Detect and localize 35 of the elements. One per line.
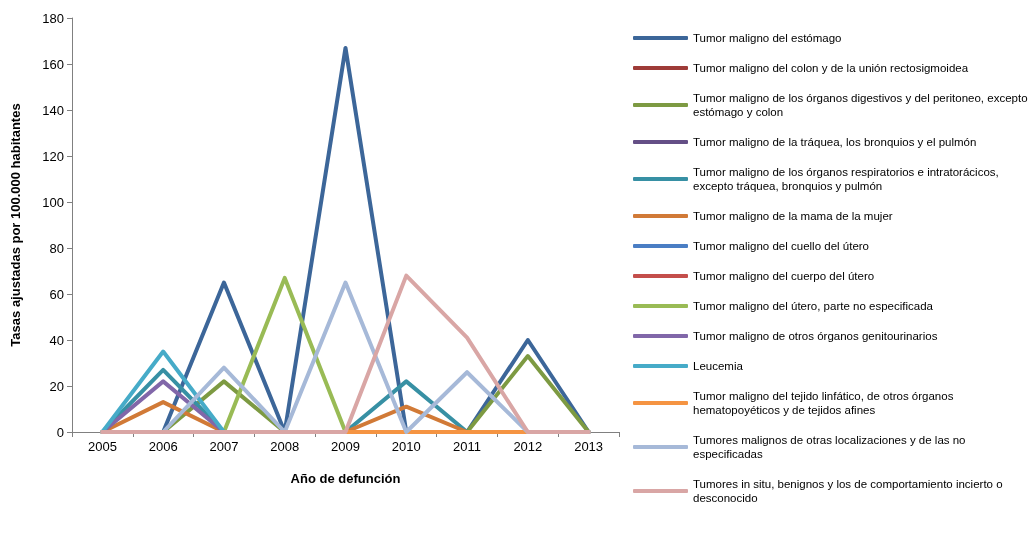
- legend-label: Tumor maligno de los órganos respiratorios e intratorácicos, excepto tráquea, bronquios y pulmón: [693, 166, 1002, 192]
- y-tick-label: 80: [49, 240, 64, 256]
- legend-label: Tumores in situ, benignos y los de comportamiento incierto o desconocido: [693, 478, 1006, 504]
- y-axis-title: Tasas ajustadas por 100.000 habitantes: [8, 103, 23, 347]
- legend-label: Tumor maligno de la mama de la mujer: [693, 210, 893, 222]
- legend-label: Tumor maligno del cuerpo del útero: [693, 270, 875, 282]
- legend-label: Tumor maligno del tejido linfático, de otros órganos hematopoyéticos y de tejidos afines: [693, 390, 957, 416]
- y-tick-label: 100: [42, 194, 64, 210]
- legend-label: Leucemia: [693, 360, 744, 372]
- x-tick-label: 2007: [209, 439, 239, 454]
- x-tick-label: 2012: [513, 439, 543, 454]
- y-tick-label: 140: [42, 102, 64, 118]
- x-tick-label: 2006: [148, 439, 178, 454]
- legend-label: Tumor maligno de la tráquea, los bronquios y el pulmón: [693, 136, 977, 148]
- legend-label: Tumores malignos de otras localizaciones y de las no especificadas: [693, 434, 969, 460]
- y-tick-label: 40: [49, 332, 64, 348]
- y-tick-label: 180: [42, 10, 64, 26]
- legend-label: Tumor maligno de otros órganos genitourinarios: [693, 330, 938, 342]
- y-tick-label: 60: [49, 286, 64, 302]
- x-tick-label: 2011: [453, 439, 482, 454]
- legend-label: Tumor maligno del útero, parte no especificada: [693, 300, 934, 312]
- x-tick-label: 2008: [270, 439, 300, 454]
- x-tick-label: 2010: [391, 439, 421, 454]
- y-tick-label: 160: [42, 56, 64, 72]
- legend-label: Tumor maligno del estómago: [693, 32, 842, 44]
- legend-label: Tumor maligno del cuello del útero: [693, 240, 869, 252]
- y-tick-label: 20: [49, 378, 64, 394]
- legend-label: Tumor maligno del colon y de la unión rectosigmoidea: [693, 62, 969, 74]
- legend-label: Tumor maligno de los órganos digestivos y del peritoneo, excepto estómago y colon: [693, 92, 1031, 118]
- x-axis-title: Año de defunción: [290, 471, 401, 486]
- x-tick-label: 2005: [87, 439, 117, 454]
- x-tick-label: 2013: [574, 439, 604, 454]
- y-tick-label: 120: [42, 148, 64, 164]
- x-tick-label: 2009: [331, 439, 360, 454]
- y-tick-label: 0: [56, 424, 64, 440]
